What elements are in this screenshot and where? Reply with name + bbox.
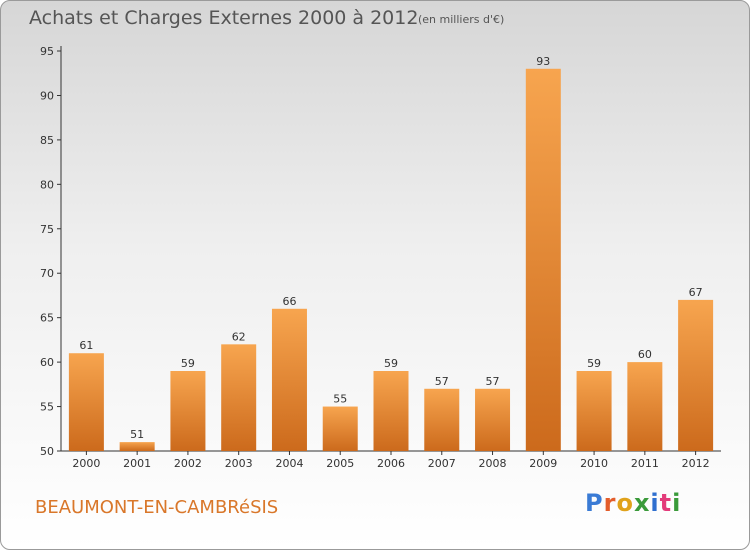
x-tick-label: 2004 [275, 457, 303, 470]
chart-title: Achats et Charges Externes 2000 à 2012 [29, 7, 419, 29]
bar-value-label: 59 [384, 357, 398, 370]
bar-2000 [68, 353, 104, 451]
bar-2006 [373, 371, 409, 451]
bar-2008 [475, 388, 511, 451]
logo-letter: r [603, 489, 617, 517]
proxiti-logo: Proxiti [585, 489, 681, 517]
bar-value-label: 67 [689, 286, 703, 299]
x-tick-label: 2007 [428, 457, 456, 470]
logo-letter: i [650, 489, 660, 517]
bar-2004 [271, 308, 307, 451]
y-tick-label: 80 [40, 178, 54, 191]
x-tick-label: 2003 [225, 457, 253, 470]
commune-name: BEAUMONT-EN-CAMBRéSIS [35, 497, 279, 518]
x-tick-label: 2010 [580, 457, 608, 470]
logo-letter: x [633, 489, 651, 517]
y-tick-label: 90 [40, 89, 54, 102]
y-tick-label: 50 [40, 445, 54, 458]
y-tick-label: 65 [40, 312, 54, 325]
y-tick-label: 85 [40, 134, 54, 147]
y-tick-label: 60 [40, 356, 54, 369]
bar-value-label: 57 [435, 375, 449, 388]
bar-value-label: 60 [638, 348, 652, 361]
bar-value-label: 93 [536, 55, 550, 68]
y-tick-label: 55 [40, 401, 54, 414]
bar-value-label: 66 [282, 295, 296, 308]
bars: 61 51 59 62 66 55 59 57 57 93 59 60 67 [68, 55, 714, 452]
bar-2011 [627, 362, 663, 451]
x-tick-label: 2006 [377, 457, 405, 470]
y-tick-label: 75 [40, 223, 54, 236]
x-tick-label: 2002 [174, 457, 202, 470]
bar-2001 [119, 442, 155, 451]
y-tick-label: 95 [40, 45, 54, 58]
x-tick-label: 2000 [72, 457, 100, 470]
bar-2012 [678, 299, 714, 451]
bar-value-label: 55 [333, 393, 347, 406]
x-tick-label: 2011 [631, 457, 659, 470]
bar-value-label: 57 [486, 375, 500, 388]
x-tick-label: 2005 [326, 457, 354, 470]
bar-2005 [322, 406, 358, 451]
bar-value-label: 62 [232, 330, 246, 343]
bar-value-label: 61 [79, 339, 93, 352]
bar-2003 [221, 344, 257, 451]
x-tick-label: 2012 [682, 457, 710, 470]
x-tick-label: 2008 [479, 457, 507, 470]
x-tick-label: 2009 [529, 457, 557, 470]
bar-2009 [525, 68, 561, 452]
bar-2002 [170, 371, 206, 451]
logo-letter: o [616, 489, 634, 517]
y-tick-label: 70 [40, 267, 54, 280]
logo-letter: t [659, 489, 673, 517]
x-tick-label: 2001 [123, 457, 151, 470]
bar-2010 [576, 371, 612, 451]
logo-letter: i [672, 489, 682, 517]
bar-value-label: 51 [130, 428, 144, 441]
chart-unit: (en milliers d'€) [418, 13, 505, 26]
bar-value-label: 59 [181, 357, 195, 370]
logo-letter: P [585, 489, 604, 517]
bar-value-label: 59 [587, 357, 601, 370]
bar-2007 [424, 388, 460, 451]
